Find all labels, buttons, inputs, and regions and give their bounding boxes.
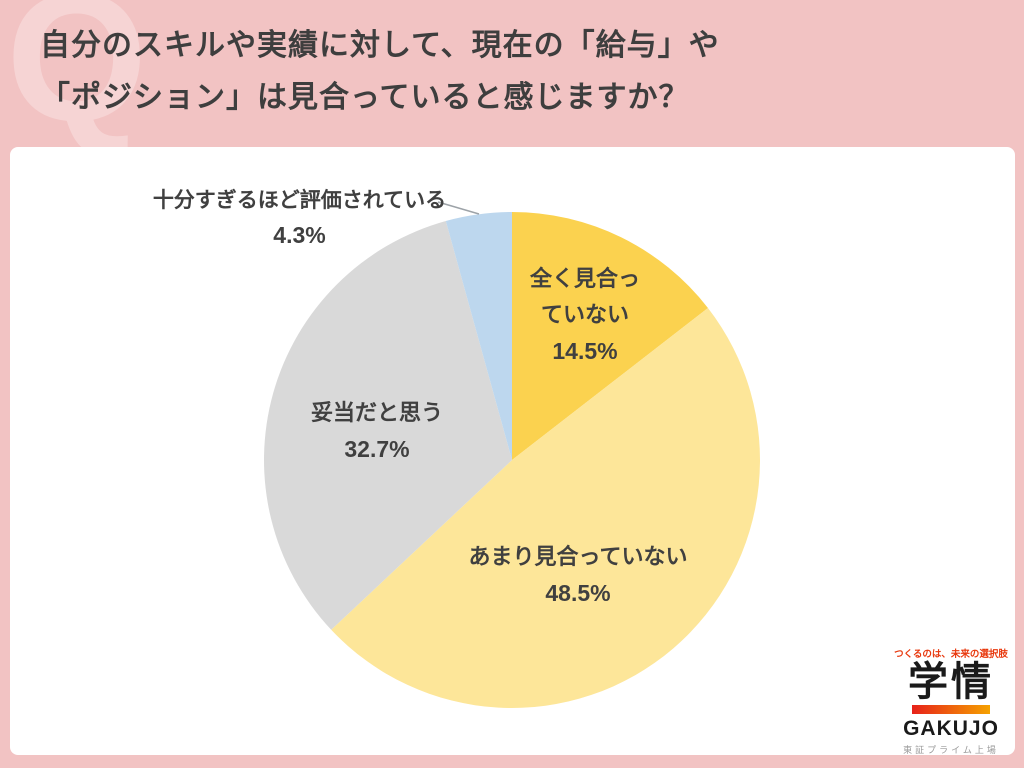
question-header: 自分のスキルや実績に対して、現在の「給与」や 「ポジション」は見合っていると感じ… <box>40 20 1000 124</box>
pie-slice-0 <box>512 212 708 460</box>
slice-percent: 14.5% <box>552 338 618 364</box>
pie-slice-1 <box>331 308 760 708</box>
slice-percent: 48.5% <box>545 580 611 606</box>
gakujo-logo: つくるのは、未来の選択肢 学情 GAKUJO 東証プライム上場 <box>892 646 1010 756</box>
slice-label-datou: 妥当だと思う 32.7% <box>277 395 477 468</box>
logo-tagline: つくるのは、未来の選択肢 <box>894 648 1008 660</box>
question-title-line1: 自分のスキルや実績に対して、現在の「給与」や <box>40 29 720 62</box>
slice-label-text: 妥当だと思う <box>310 400 443 425</box>
slice-percent: 32.7% <box>344 436 410 462</box>
slice-percent: 4.3% <box>273 222 326 248</box>
q-watermark: Q <box>6 0 148 159</box>
logo-kanji: 学情 <box>908 659 994 704</box>
slice-label-text: ていない <box>540 302 629 327</box>
leader-line <box>437 201 480 215</box>
pie-slice-3 <box>445 212 512 460</box>
pie-slice-2 <box>264 221 512 630</box>
logo-listing: 東証プライム上場 <box>903 745 999 755</box>
slice-label-juubun: 十分すぎるほど評価されている 4.3% <box>152 184 447 254</box>
slice-label-text: あまり見合っていない <box>468 544 688 569</box>
question-title-line2: 「ポジション」は見合っていると感じますか？ <box>40 81 690 114</box>
logo-roman: GAKUJO <box>903 716 999 740</box>
slice-label-text: 全く見合っ <box>529 266 640 291</box>
slice-label-mattaku: 全く見合っ ていない 14.5% <box>500 261 670 370</box>
slice-label-amari: あまり見合っていない 48.5% <box>438 539 718 612</box>
logo-gradient-bar <box>912 704 990 714</box>
slice-label-text: 十分すぎるほど評価されている <box>152 189 447 212</box>
